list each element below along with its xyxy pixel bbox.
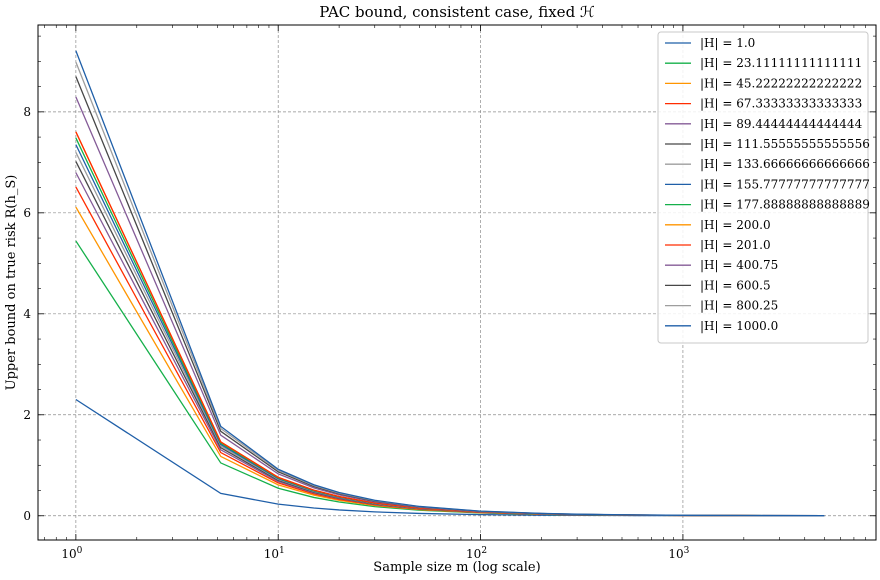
legend-label-13: |H| = 600.5: [700, 278, 771, 292]
axis-ticks: 100 101 102 103 0 2 4 6 8: [23, 25, 877, 561]
y-tick-label: 0: [23, 509, 31, 523]
legend-label-14: |H| = 800.25: [700, 299, 778, 313]
legend-label-10: |H| = 200.0: [700, 218, 771, 232]
chart-title: PAC bound, consistent case, fixed ℋ: [319, 3, 595, 21]
legend-box: [657, 31, 869, 344]
legend-label-2: |H| = 23.11111111111111: [700, 56, 862, 70]
x-axis-label: Sample size m (log scale): [373, 560, 540, 575]
y-tick-label: 6: [23, 206, 31, 220]
legend: |H| = 1.0 |H| = 23.11111111111111 |H| = 45…: [657, 31, 870, 344]
series-lines: [75, 50, 825, 517]
x-tick-label: 100: [61, 546, 82, 561]
legend-label-3: |H| = 45.22222222222222: [700, 76, 862, 90]
legend-label-7: |H| = 133.66666666666666: [700, 157, 870, 171]
y-axis-label: Upper bound on true risk R(h_S): [4, 175, 19, 391]
x-tick-label: 102: [466, 546, 487, 561]
y-tick-label: 4: [23, 307, 31, 321]
legend-label-9: |H| = 177.88888888888889: [700, 198, 870, 212]
legend-label-11: |H| = 201.0: [700, 238, 771, 252]
x-tick-label: 101: [264, 546, 285, 561]
series-line-15: [75, 50, 825, 517]
legend-label-8: |H| = 155.77777777777777: [700, 177, 870, 191]
legend-label-15: |H| = 1000.0: [700, 319, 778, 333]
legend-label-1: |H| = 1.0: [700, 36, 755, 50]
plot-frame: [37, 24, 877, 541]
legend-label-4: |H| = 67.33333333333333: [700, 97, 862, 111]
y-tick-label: 2: [23, 408, 31, 422]
y-tick-label: 8: [23, 105, 31, 119]
legend-label-5: |H| = 89.44444444444444: [700, 117, 863, 131]
legend-label-12: |H| = 400.75: [700, 258, 778, 272]
legend-label-6: |H| = 111.55555555555556: [700, 137, 870, 151]
x-tick-label: 103: [668, 546, 689, 561]
